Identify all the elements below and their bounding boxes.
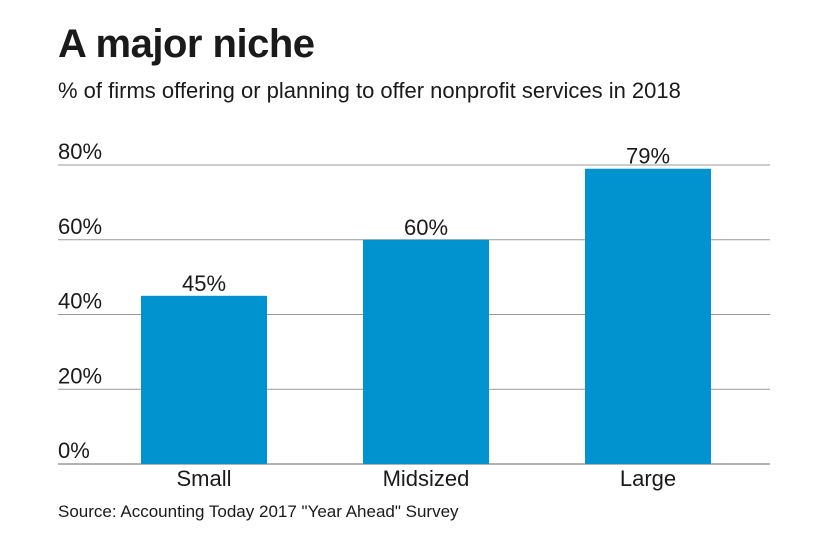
bar-large	[585, 168, 711, 465]
bar-value-label: 45%	[182, 271, 226, 296]
y-tick-label: 60%	[58, 214, 102, 239]
x-tick-label: Midsized	[383, 466, 470, 491]
bar-value-label: 60%	[404, 215, 448, 240]
chart-subtitle: % of firms offering or planning to offer…	[58, 78, 681, 103]
x-tick-label: Large	[620, 466, 676, 491]
bar-midsized	[363, 239, 489, 464]
y-tick-label: 20%	[58, 363, 102, 388]
bar-value-label: 79%	[626, 144, 670, 169]
source-note: Source: Accounting Today 2017 "Year Ahea…	[58, 502, 459, 521]
x-tick-label: Small	[176, 466, 231, 491]
chart-title: A major niche	[58, 22, 315, 66]
y-tick-label: 40%	[58, 289, 102, 314]
y-tick-label: 80%	[58, 139, 102, 164]
y-tick-label: 0%	[58, 438, 90, 463]
bar-small	[141, 295, 267, 464]
